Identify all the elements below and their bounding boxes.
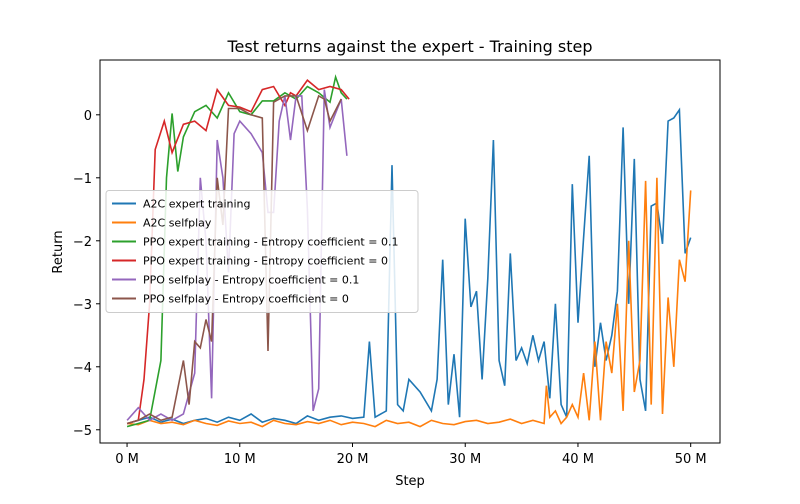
plot-frame: [99, 59, 721, 444]
x-tick-label: 50 M: [675, 452, 707, 467]
series-line: [126, 107, 692, 425]
legend-box: [105, 190, 419, 313]
legend: A2C expert training A2C selfplay PPO exper…: [105, 190, 419, 313]
y-tick-label: −4: [73, 361, 92, 376]
x-tick-label: 30 M: [449, 452, 481, 467]
series-line: [126, 94, 342, 425]
y-tick-label: 0: [84, 109, 92, 124]
legend-label: PPO selfplay - Entropy coefficient = 0.1: [143, 274, 359, 287]
x-tick-label: 40 M: [562, 452, 594, 467]
y-axis-label: Return: [51, 230, 66, 273]
series-line: [127, 177, 692, 428]
y-tick-label: −1: [73, 172, 92, 187]
x-tick-label: 10 M: [224, 452, 256, 467]
series-line: [126, 89, 348, 422]
legend-label: PPO expert training - Entropy coefficien…: [143, 236, 398, 249]
legend-label: PPO selfplay - Entropy coefficient = 0: [143, 293, 349, 306]
legend-label: PPO expert training - Entropy coefficien…: [143, 255, 388, 268]
x-tick-label: 0 M: [115, 452, 139, 467]
chart-title: Test returns against the expert - Traini…: [227, 37, 593, 56]
legend-label: A2C selfplay: [143, 217, 212, 230]
y-tick-label: −3: [73, 298, 92, 313]
series-line: [126, 79, 350, 425]
x-tick-label: 20 M: [337, 452, 369, 467]
y-tick-label: −2: [73, 235, 92, 250]
x-axis-label: Step: [395, 474, 425, 489]
legend-label: A2C expert training: [143, 198, 250, 211]
y-tick-label: −5: [73, 424, 92, 439]
